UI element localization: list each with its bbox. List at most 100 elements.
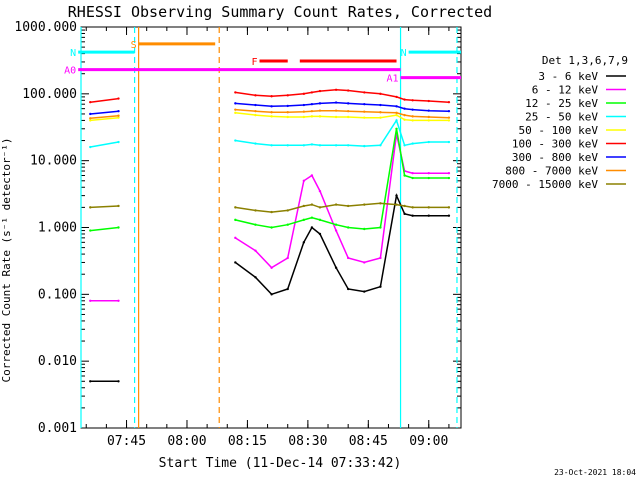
series-line [90,226,119,232]
data-point [89,145,92,149]
data-point [334,266,338,269]
data-point [346,109,350,113]
y-tick-label: 10.000 [30,154,77,169]
legend-label: 25 - 50 keV [525,111,598,124]
data-point [302,144,306,147]
x-tick-label: 08:45 [349,434,388,449]
flag-label: S [131,40,137,51]
data-point [310,91,314,94]
data-point [318,109,322,112]
data-point [411,108,414,111]
flag-label: F [251,57,257,68]
x-tick-label: 08:00 [167,434,206,449]
data-point [89,380,92,383]
data-point [117,204,120,208]
data-point [270,210,273,214]
series-line [235,89,449,103]
data-point [379,103,382,107]
y-axis-label: Corrected Count Rate (s⁻¹ detector⁻¹) [0,137,13,382]
data-point [89,119,92,122]
data-point [254,249,257,252]
data-point [318,89,322,93]
data-point [310,203,314,206]
series-line [90,116,119,122]
series-line [235,128,449,230]
data-point [310,174,314,177]
data-point [234,111,237,115]
y-tick-label: 100.000 [22,87,77,102]
data-point [234,91,237,94]
data-point [234,236,237,240]
data-point [254,142,257,145]
data-point [286,111,289,114]
data-point [379,144,382,147]
data-point [403,98,406,101]
data-point [318,102,322,105]
data-point [286,287,289,291]
data-point [286,144,289,147]
data-point [403,204,406,208]
series-line [235,108,449,119]
data-point [395,95,398,99]
data-point [427,115,430,119]
data-point [89,229,92,232]
data-point [310,109,314,113]
legend-label: 6 - 12 keV [532,84,599,97]
data-point [395,127,398,130]
data-point [302,241,306,244]
data-point [346,287,350,291]
data-point [447,171,451,175]
data-point [411,206,414,209]
data-point [363,261,366,264]
data-point [411,214,414,217]
data-point [310,226,314,229]
data-point [334,223,338,226]
data-point [427,109,430,112]
legend-label: 50 - 100 keV [519,124,599,137]
data-point [254,223,257,226]
data-point [302,110,306,113]
data-point [254,109,257,113]
x-tick-label: 08:30 [288,434,327,449]
data-point [346,89,350,92]
data-point [286,94,289,97]
data-point [379,256,382,260]
data-point [254,209,257,212]
data-point [270,293,273,296]
data-point [447,176,451,180]
data-point [318,218,322,222]
data-point [411,119,414,122]
y-tick-label: 0.100 [38,287,77,302]
data-point [234,206,237,209]
data-point [318,232,322,236]
data-point [89,100,92,104]
data-point [403,212,406,216]
data-point [270,111,273,114]
data-point [334,203,338,206]
data-point [318,115,322,118]
data-point [363,102,366,106]
data-point [254,276,257,279]
data-point [234,218,237,222]
data-point [286,104,289,108]
data-point [346,256,350,260]
plot-area: 0.001 0.010 0.100 1.000 10.000 100.000 1000.00… [14,20,462,449]
data-point [363,110,366,113]
series-line [235,202,449,213]
data-point [89,299,92,303]
data-point [310,216,314,219]
legend-label: 100 - 300 keV [512,138,598,151]
data-point [334,101,338,104]
data-point [117,380,120,383]
data-point [302,218,306,222]
data-point [447,214,451,217]
data-point [286,209,289,212]
data-point [234,108,237,111]
legend-label: 300 - 800 keV [512,151,598,164]
data-point [346,226,350,229]
data-point [403,174,406,177]
legend-label: 3 - 6 keV [538,70,598,83]
data-point [403,113,406,117]
